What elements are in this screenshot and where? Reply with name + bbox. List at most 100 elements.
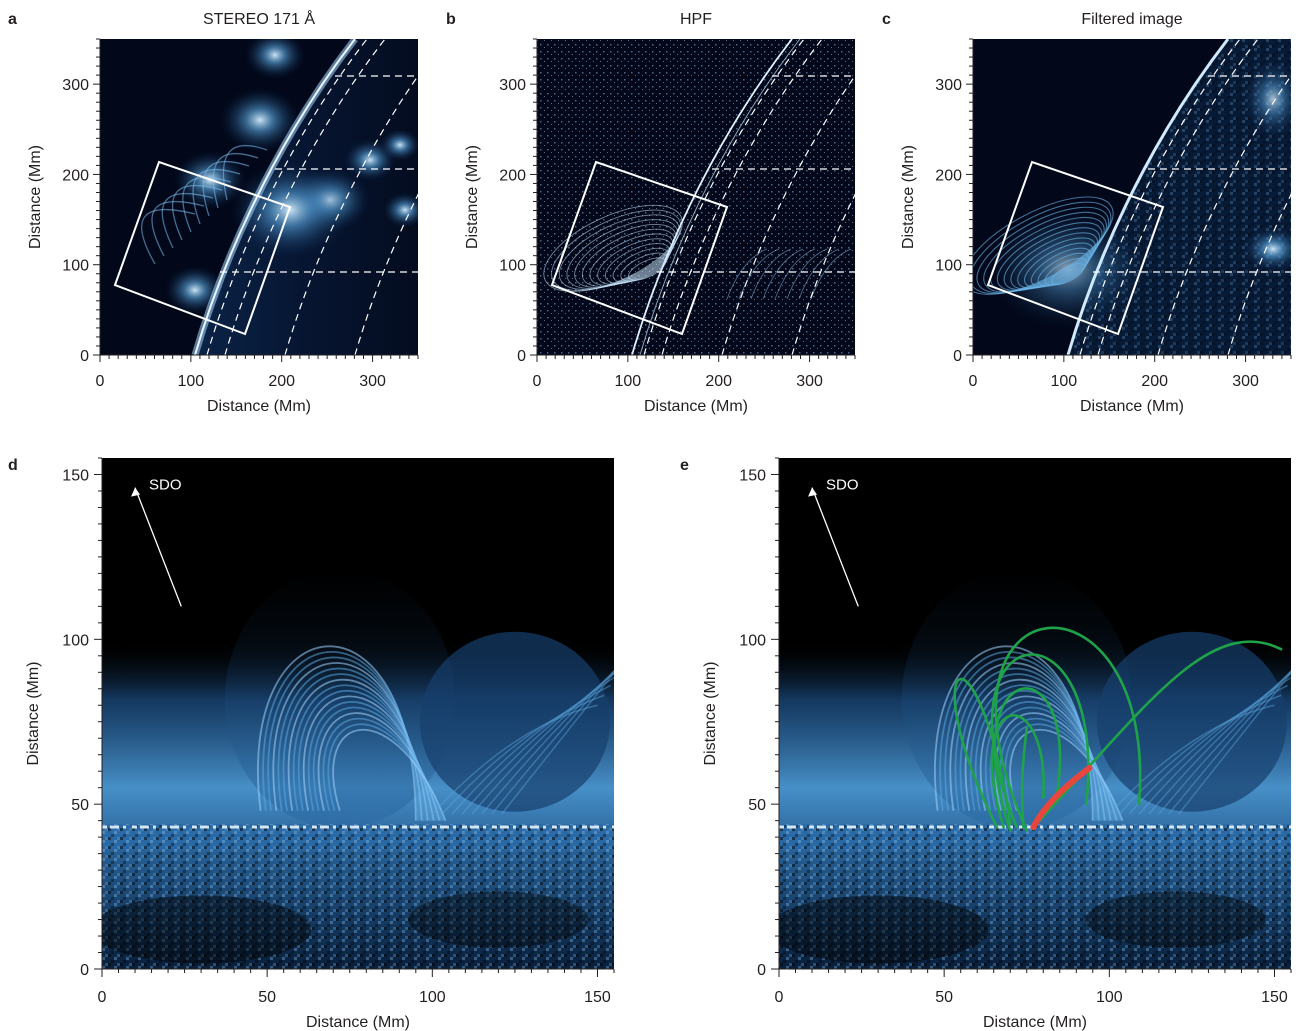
fan-loop (481, 670, 614, 815)
dashed-arc (1157, 74, 1291, 355)
disk-edge (762, 248, 804, 300)
y-axis-label: Distance (Mm) (702, 661, 719, 765)
x-tick-label: 200 (705, 373, 732, 390)
fan-loop (1128, 684, 1289, 815)
y-axis-label: Distance (Mm) (464, 145, 481, 249)
coronal-loop (192, 169, 241, 225)
coronal-loop (151, 200, 205, 257)
fan-loop (1148, 672, 1291, 815)
fan-loop (441, 694, 605, 815)
disk-edge (750, 248, 792, 300)
solar-image (537, 39, 855, 355)
fan-loop (431, 704, 598, 815)
x-tick-label: 150 (584, 989, 611, 1006)
sdo-label: SDO (826, 477, 859, 494)
y-tick-label: 300 (62, 77, 89, 94)
coronal-loop (973, 196, 1114, 295)
field-line (990, 714, 1045, 829)
panel-e: e SDO 0 50 100 150 0 50 100 150 Distance (Mm) Dista… (680, 457, 1292, 1031)
disk-edge (798, 248, 840, 300)
right-haze (419, 631, 610, 812)
panel-title: Filtered image (1081, 11, 1182, 28)
field-lines (953, 626, 1283, 832)
y-tick-label: 50 (71, 797, 89, 814)
coronal-loop (1017, 237, 1096, 289)
axes (530, 38, 856, 362)
sdo-arrow-head (131, 487, 141, 497)
fan-loop (501, 671, 614, 815)
x-axis-label: Distance (Mm) (983, 1014, 1087, 1031)
x-tick-label: 300 (1232, 373, 1259, 390)
y-tick-label: 0 (517, 348, 526, 365)
sdo-label: SDO (149, 477, 182, 494)
panel-d: d SDO 0 50 100 150 0 50 100 150 Distance (Mm) Dista… (8, 457, 615, 1031)
selection-box (550, 160, 729, 336)
dashed-arc (721, 74, 855, 355)
loop-edge (558, 214, 680, 290)
y-tick-label: 0 (757, 962, 766, 979)
fan-loop (1138, 676, 1291, 815)
x-axis-label: Distance (Mm) (306, 1014, 410, 1031)
disk-edge (774, 248, 816, 300)
disk-edge (738, 248, 780, 300)
dashed-arc (643, 39, 805, 355)
field-line (1020, 727, 1029, 829)
fan-loop (1158, 670, 1291, 815)
bright-region (383, 192, 418, 228)
coronal-loop (983, 211, 1108, 293)
x-tick-label: 200 (1141, 373, 1168, 390)
fan-loop (471, 672, 614, 815)
dashed-arc (1097, 39, 1259, 355)
y-tick-label: 200 (499, 167, 526, 184)
x-tick-label: 0 (533, 373, 542, 390)
dark-patch (408, 891, 589, 948)
y-tick-label: 100 (62, 258, 89, 275)
coronal-loop (182, 177, 232, 233)
axes (94, 457, 615, 977)
solar-image (779, 458, 1291, 969)
bright-region (220, 88, 300, 152)
y-tick-label: 0 (80, 348, 89, 365)
fan-loop (451, 684, 612, 815)
y-tick-label: 150 (739, 467, 766, 484)
sdo-arrow (134, 487, 182, 607)
solar-image (973, 39, 1291, 355)
loop-edge (551, 209, 682, 291)
bright-region (380, 129, 418, 161)
fan-loop (491, 669, 614, 815)
field-line (994, 626, 1142, 832)
x-tick-label: 300 (359, 373, 386, 390)
y-tick-label: 100 (62, 632, 89, 649)
disk-edge (726, 248, 768, 300)
limb-inner (639, 39, 801, 355)
x-tick-label: 0 (96, 373, 105, 390)
panel-letter: d (8, 457, 18, 474)
x-tick-label: 50 (935, 989, 953, 1006)
surface-texture (779, 823, 1291, 969)
selection-box (113, 160, 292, 336)
y-tick-label: 100 (935, 258, 962, 275)
x-axis-label: Distance (Mm) (1080, 398, 1184, 415)
dashed-arc (661, 39, 823, 355)
loop-edge (543, 204, 683, 292)
y-tick-label: 150 (62, 467, 89, 484)
fan-loop (1168, 669, 1291, 815)
panel-c: c Filtered image 0 100 200 300 0 100 200 300 Dista… (882, 11, 1292, 415)
surface-texture (102, 823, 614, 969)
panel-letter: a (8, 11, 17, 28)
dashed-arc (354, 193, 418, 355)
axes (771, 457, 1292, 977)
coronal-loop (222, 145, 268, 201)
loop-edge (589, 233, 674, 286)
panel-a: a STEREO 171 Å 0 100 200 300 0 100 200 300 Distanc… (8, 9, 419, 415)
x-axis-label: Distance (Mm) (207, 398, 311, 415)
bright-region (245, 39, 305, 79)
coronal-loop (996, 222, 1103, 292)
selection-box (986, 160, 1165, 336)
x-tick-label: 100 (615, 373, 642, 390)
coronal-loop (989, 216, 1105, 292)
x-axis-label: Distance (Mm) (644, 398, 748, 415)
axes (93, 38, 419, 362)
y-axis-label: Distance (Mm) (25, 661, 42, 765)
